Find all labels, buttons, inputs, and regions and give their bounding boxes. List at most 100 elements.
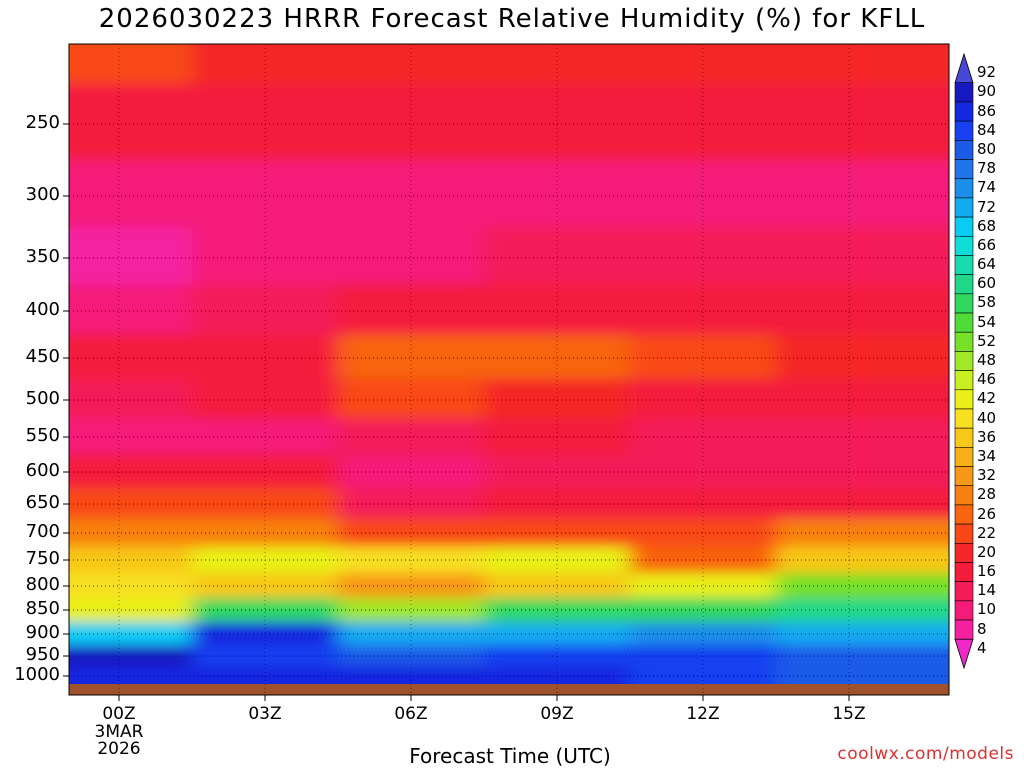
colorbar-label: 72 bbox=[977, 197, 997, 216]
rh-cell bbox=[338, 666, 485, 684]
rh-cell bbox=[630, 666, 777, 684]
rh-cell bbox=[338, 598, 485, 623]
colorbar-label: 46 bbox=[977, 370, 997, 389]
y-tick-label: 500 bbox=[25, 388, 60, 409]
colorbar-label: 32 bbox=[977, 466, 997, 485]
x-tick-label: 03Z bbox=[248, 704, 282, 724]
ground-strip bbox=[69, 684, 949, 695]
colorbar-swatch bbox=[954, 274, 974, 295]
colorbar-label: 68 bbox=[977, 216, 997, 235]
rh-cell bbox=[776, 454, 949, 489]
y-tick-label: 800 bbox=[25, 574, 60, 595]
colorbar-label: 8 bbox=[977, 619, 987, 638]
colorbar-swatch bbox=[954, 581, 974, 602]
rh-cell bbox=[192, 334, 339, 380]
colorbar-label: 78 bbox=[977, 159, 997, 178]
x-tick-label: 06Z bbox=[394, 704, 428, 724]
colorbar-label: 90 bbox=[977, 82, 997, 101]
x-tick-label: 12Z bbox=[686, 704, 720, 724]
rh-cell bbox=[630, 454, 777, 489]
rh-cell bbox=[484, 44, 631, 85]
rh-cell bbox=[69, 284, 193, 336]
rh-cell bbox=[776, 546, 949, 574]
colorbar-swatch bbox=[954, 235, 974, 256]
rh-cell bbox=[192, 160, 339, 228]
rh-cell bbox=[338, 454, 485, 489]
colorbar-swatch bbox=[954, 312, 974, 333]
colorbar-swatch bbox=[954, 216, 974, 237]
colorbar-swatch bbox=[954, 82, 974, 103]
rh-cell bbox=[630, 622, 777, 646]
rh-cell bbox=[484, 84, 631, 161]
colorbar-swatch bbox=[954, 331, 974, 352]
rh-cell bbox=[630, 284, 777, 336]
rh-cell bbox=[338, 546, 485, 574]
rh-cell bbox=[69, 379, 193, 420]
colorbar-swatch bbox=[954, 619, 974, 640]
colorbar bbox=[954, 52, 974, 670]
colorbar-swatch bbox=[954, 600, 974, 621]
colorbar-label: 40 bbox=[977, 408, 997, 427]
rh-cell bbox=[338, 518, 485, 548]
colorbar-label: 14 bbox=[977, 581, 997, 600]
colorbar-label: 84 bbox=[977, 120, 997, 139]
rh-cell bbox=[776, 518, 949, 548]
date-label-day: 3MAR bbox=[94, 722, 144, 742]
rh-cell bbox=[776, 227, 949, 286]
y-tick-label: 550 bbox=[25, 425, 60, 446]
rh-cell bbox=[192, 284, 339, 336]
colorbar-swatch bbox=[954, 485, 974, 506]
y-tick-label: 950 bbox=[25, 644, 60, 665]
rh-field bbox=[69, 44, 949, 684]
rh-cell bbox=[776, 418, 949, 456]
rh-cell bbox=[630, 546, 777, 574]
rh-cell bbox=[630, 160, 777, 228]
y-tick-label: 1000 bbox=[14, 664, 60, 685]
rh-cell bbox=[630, 598, 777, 623]
colorbar-label: 36 bbox=[977, 427, 997, 446]
colorbar-label: 86 bbox=[977, 101, 997, 120]
rh-cell bbox=[776, 84, 949, 161]
date-label-year: 2026 bbox=[97, 739, 141, 759]
y-tick-label: 400 bbox=[25, 299, 60, 320]
rh-cell bbox=[192, 666, 339, 684]
rh-cell bbox=[484, 227, 631, 286]
y-tick-label: 750 bbox=[25, 548, 60, 569]
colorbar-label: 92 bbox=[977, 63, 997, 82]
rh-cell bbox=[776, 44, 949, 85]
field-cells bbox=[69, 44, 949, 684]
rh-cell bbox=[630, 334, 777, 380]
rh-cell bbox=[338, 622, 485, 646]
colorbar-swatch bbox=[954, 140, 974, 160]
axis-ticks bbox=[63, 123, 850, 701]
colorbar-label: 20 bbox=[977, 542, 997, 561]
y-tick-label: 900 bbox=[25, 622, 60, 643]
colorbar-label: 42 bbox=[977, 389, 997, 408]
colorbar-label: 4 bbox=[977, 638, 987, 657]
y-tick-label: 600 bbox=[25, 460, 60, 481]
rh-cell bbox=[630, 379, 777, 420]
rh-cell bbox=[630, 227, 777, 286]
colorbar-label: 80 bbox=[977, 139, 997, 158]
rh-cell bbox=[338, 573, 485, 599]
rh-cell bbox=[69, 84, 193, 161]
colorbar-swatch bbox=[954, 178, 974, 199]
colorbar-swatch bbox=[954, 197, 974, 218]
rh-cell bbox=[776, 645, 949, 667]
rh-cell bbox=[338, 645, 485, 667]
grid-lines bbox=[69, 44, 949, 695]
colorbar-swatch bbox=[954, 447, 974, 467]
x-tick-label: 09Z bbox=[540, 704, 574, 724]
rh-cell bbox=[192, 379, 339, 420]
rh-cell bbox=[69, 645, 193, 667]
colorbar-label: 48 bbox=[977, 351, 997, 369]
rh-cell bbox=[338, 84, 485, 161]
colorbar-swatch bbox=[954, 159, 974, 180]
rh-cell bbox=[338, 488, 485, 520]
colorbar-swatch bbox=[954, 542, 974, 563]
rh-cell bbox=[630, 645, 777, 667]
rh-cell bbox=[776, 573, 949, 599]
plot-frame bbox=[68, 43, 950, 696]
rh-cell bbox=[776, 284, 949, 336]
